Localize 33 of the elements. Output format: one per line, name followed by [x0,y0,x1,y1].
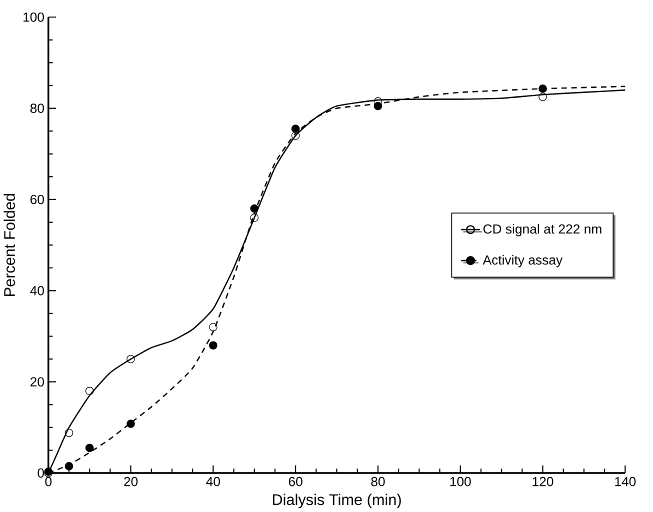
point [538,84,547,93]
point [64,428,74,438]
point [291,124,300,134]
point [538,92,547,102]
point [374,102,382,110]
y-tick-label: 20 [30,377,44,387]
point [291,132,300,140]
point [250,204,259,213]
point [64,462,74,470]
point [209,323,218,332]
y-tick-label: 0 [38,468,44,478]
x-tick-label: 60 [288,477,302,486]
legend-label: Activity assay [482,255,563,268]
x-tick-label: 40 [206,477,220,486]
x-tick-label: 120 [532,477,554,486]
y-tick-label: 80 [30,104,44,114]
point [85,444,94,452]
point [126,354,135,364]
y-tick-label: 100 [24,12,44,22]
x-tick-label: 140 [615,477,636,486]
point [250,214,259,222]
y-axis-title: Percent Folded [4,194,15,296]
point [209,341,218,350]
y-tick-label: 60 [30,194,44,204]
x-tick-label: 100 [450,477,471,486]
x-tick-label: 80 [371,477,385,486]
point [85,386,94,396]
legend-label: CD signal at 222 nm [483,224,602,236]
y-tick-label: 40 [30,286,44,296]
point [126,420,135,428]
x-tick-label: 0 [45,477,52,486]
x-tick-label: 20 [124,477,138,486]
x-axis-title: Dialysis Time (min) [272,494,401,508]
